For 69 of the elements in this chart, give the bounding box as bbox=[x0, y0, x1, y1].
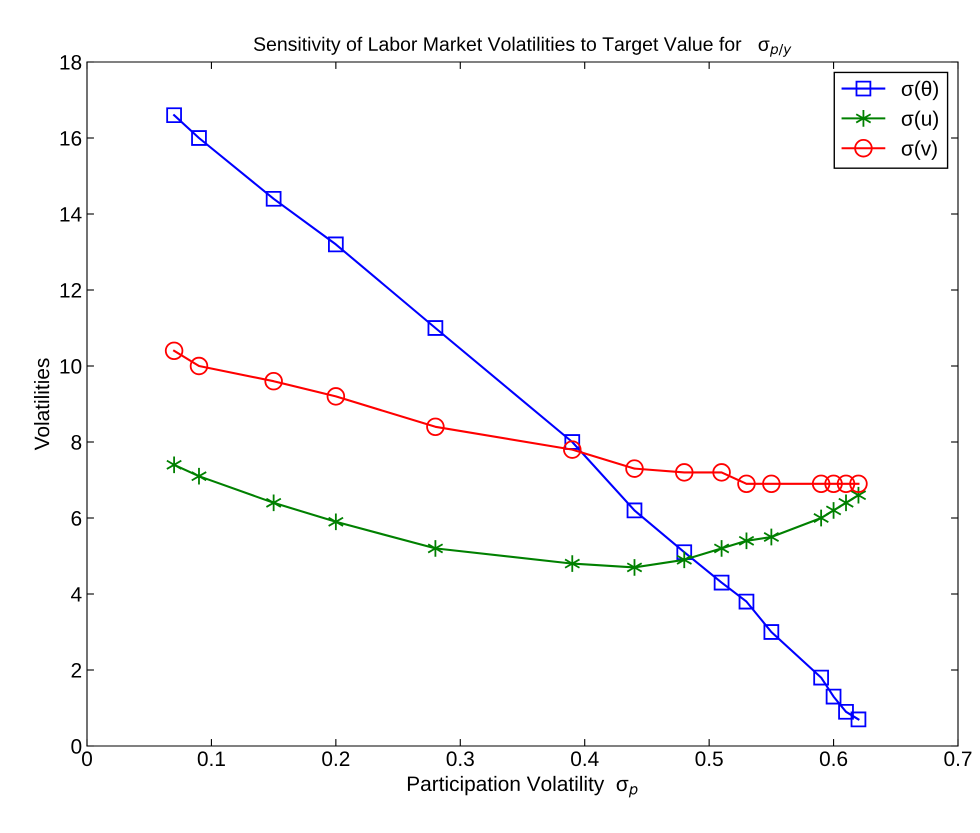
x-tick-label: 0.6 bbox=[820, 751, 848, 766]
point bbox=[826, 688, 842, 704]
point bbox=[676, 550, 692, 570]
chart-title: Sensitivity of Labor Market Volatilities to Target Value for σ$_{p/y}$ bbox=[254, 36, 792, 57]
point bbox=[764, 624, 780, 640]
y-tick-label: 4 bbox=[71, 587, 82, 602]
point bbox=[850, 486, 867, 504]
point bbox=[738, 532, 755, 550]
point bbox=[850, 712, 866, 728]
x-tick-label: 0.4 bbox=[571, 751, 599, 766]
point bbox=[812, 474, 830, 494]
x-tick-label: 0.5 bbox=[695, 751, 723, 766]
point bbox=[191, 130, 207, 146]
x-tick-label: 0.3 bbox=[446, 751, 474, 766]
point bbox=[762, 474, 781, 494]
point bbox=[763, 528, 780, 546]
point bbox=[836, 474, 856, 494]
y-tick-label: 2 bbox=[72, 663, 82, 678]
point bbox=[328, 236, 344, 252]
point bbox=[427, 539, 444, 558]
point bbox=[712, 463, 731, 482]
y-tick-label: 6 bbox=[72, 511, 82, 526]
legend-label: σ(u) bbox=[902, 110, 938, 130]
point bbox=[813, 508, 830, 528]
point bbox=[849, 474, 868, 494]
point bbox=[838, 494, 854, 512]
point bbox=[426, 418, 445, 436]
legend-label: σ(θ) bbox=[902, 80, 938, 100]
point bbox=[328, 512, 344, 532]
point bbox=[166, 107, 182, 124]
x-axis-title: Participation Volatility σ$_{p}$ bbox=[408, 776, 638, 798]
point bbox=[813, 670, 829, 686]
point bbox=[564, 434, 580, 450]
y-tick-label: 18 bbox=[60, 55, 82, 70]
y-tick-label: 0 bbox=[71, 739, 82, 754]
point bbox=[824, 474, 843, 494]
point bbox=[825, 501, 842, 520]
point bbox=[428, 320, 444, 336]
x-tick-label: 0.1 bbox=[198, 751, 225, 766]
point bbox=[626, 502, 642, 518]
legend-label: σ(v) bbox=[902, 140, 937, 160]
point bbox=[190, 466, 208, 486]
x-tick-label: 0.7 bbox=[944, 751, 972, 766]
point bbox=[266, 190, 282, 207]
y-tick-label: 8 bbox=[71, 435, 82, 450]
point bbox=[266, 494, 282, 512]
point bbox=[264, 372, 283, 390]
point bbox=[738, 594, 754, 610]
y-tick-label: 16 bbox=[60, 131, 82, 146]
point bbox=[326, 387, 346, 406]
point bbox=[166, 456, 182, 474]
x-tick-label: 0 bbox=[82, 751, 92, 766]
point bbox=[164, 342, 184, 360]
x-tick-label: 0.2 bbox=[322, 751, 350, 766]
point bbox=[625, 459, 644, 478]
point bbox=[714, 574, 730, 590]
point bbox=[675, 463, 694, 482]
y-axis-title: Volatilities bbox=[34, 358, 50, 450]
point bbox=[626, 558, 643, 577]
point bbox=[564, 554, 580, 573]
point bbox=[563, 440, 582, 459]
y-tick-label: 12 bbox=[60, 283, 82, 298]
point bbox=[838, 704, 854, 720]
point bbox=[737, 474, 756, 494]
y-tick-label: 14 bbox=[60, 207, 82, 222]
point bbox=[190, 356, 208, 376]
point bbox=[676, 544, 692, 560]
y-tick-label: 10 bbox=[60, 359, 82, 374]
point bbox=[713, 539, 730, 558]
